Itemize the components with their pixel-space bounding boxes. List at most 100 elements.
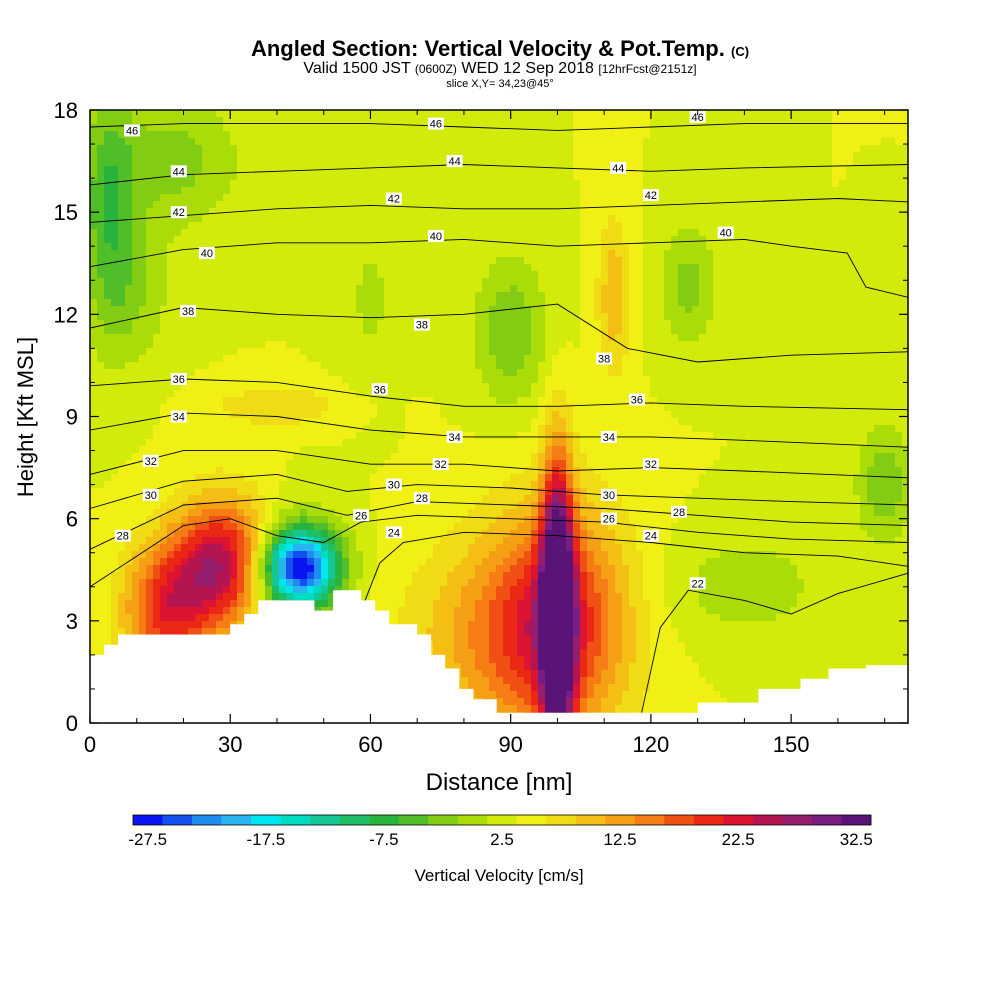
- field-cell: [510, 369, 518, 377]
- field-cell: [685, 201, 693, 209]
- field-cell: [657, 257, 665, 265]
- field-cell: [657, 306, 665, 314]
- field-cell: [468, 390, 476, 398]
- field-cell: [594, 278, 602, 286]
- field-cell: [209, 201, 217, 209]
- field-cell: [839, 313, 847, 321]
- field-cell: [132, 397, 140, 405]
- field-cell: [510, 390, 518, 398]
- field-cell: [363, 145, 371, 153]
- field-cell: [874, 138, 882, 146]
- field-cell: [461, 390, 469, 398]
- field-cell: [195, 145, 203, 153]
- field-cell: [251, 306, 259, 314]
- field-cell: [482, 271, 490, 279]
- field-cell: [440, 397, 448, 405]
- field-cell: [482, 278, 490, 286]
- field-cell: [797, 306, 805, 314]
- field-cell: [174, 278, 182, 286]
- field-cell: [517, 299, 525, 307]
- field-cell: [447, 271, 455, 279]
- field-cell: [531, 404, 539, 412]
- field-cell: [377, 397, 385, 405]
- field-cell: [335, 369, 343, 377]
- field-cell: [293, 138, 301, 146]
- field-cell: [125, 278, 133, 286]
- field-cell: [888, 187, 896, 195]
- field-cell: [867, 215, 875, 223]
- field-cell: [804, 229, 812, 237]
- field-cell: [447, 201, 455, 209]
- field-cell: [335, 397, 343, 405]
- field-cell: [762, 215, 770, 223]
- field-cell: [573, 257, 581, 265]
- field-cell: [685, 131, 693, 139]
- field-cell: [867, 187, 875, 195]
- field-cell: [895, 166, 903, 174]
- field-cell: [321, 187, 329, 195]
- field-cell: [97, 292, 105, 300]
- field-cell: [307, 152, 315, 160]
- field-cell: [342, 292, 350, 300]
- field-cell: [167, 110, 175, 118]
- field-cell: [545, 313, 553, 321]
- field-cell: [167, 173, 175, 181]
- field-cell: [517, 131, 525, 139]
- field-cell: [223, 201, 231, 209]
- field-cell: [244, 166, 252, 174]
- field-cell: [272, 187, 280, 195]
- field-cell: [237, 138, 245, 146]
- field-cell: [524, 159, 532, 167]
- field-cell: [195, 243, 203, 251]
- field-cell: [174, 355, 182, 363]
- field-cell: [195, 278, 203, 286]
- field-cell: [874, 369, 882, 377]
- field-cell: [125, 320, 133, 328]
- field-cell: [349, 334, 357, 342]
- field-cell: [881, 264, 889, 272]
- field-cell: [461, 327, 469, 335]
- field-cell: [265, 201, 273, 209]
- field-cell: [391, 306, 399, 314]
- field-cell: [524, 341, 532, 349]
- field-cell: [657, 285, 665, 293]
- field-cell: [685, 187, 693, 195]
- field-cell: [615, 173, 623, 181]
- field-cell: [839, 194, 847, 202]
- field-cell: [426, 327, 434, 335]
- field-cell: [132, 383, 140, 391]
- field-cell: [608, 348, 616, 356]
- field-cell: [818, 131, 826, 139]
- field-cell: [510, 341, 518, 349]
- field-cell: [643, 166, 651, 174]
- field-cell: [335, 271, 343, 279]
- field-cell: [601, 292, 609, 300]
- field-cell: [510, 222, 518, 230]
- field-cell: [699, 376, 707, 384]
- field-cell: [650, 390, 658, 398]
- field-cell: [167, 306, 175, 314]
- field-cell: [146, 327, 154, 335]
- field-cell: [209, 320, 217, 328]
- field-cell: [153, 278, 161, 286]
- field-cell: [650, 159, 658, 167]
- field-cell: [608, 369, 616, 377]
- field-cell: [433, 250, 441, 258]
- field-cell: [706, 117, 714, 125]
- field-cell: [384, 117, 392, 125]
- field-cell: [405, 362, 413, 370]
- field-cell: [90, 285, 98, 293]
- field-cell: [720, 187, 728, 195]
- field-cell: [118, 348, 126, 356]
- field-cell: [559, 173, 567, 181]
- field-cell: [608, 180, 616, 188]
- field-cell: [251, 166, 259, 174]
- field-cell: [776, 271, 784, 279]
- field-cell: [650, 278, 658, 286]
- field-cell: [629, 222, 637, 230]
- field-cell: [139, 271, 147, 279]
- field-cell: [419, 250, 427, 258]
- field-cell: [412, 138, 420, 146]
- field-cell: [741, 278, 749, 286]
- field-cell: [846, 194, 854, 202]
